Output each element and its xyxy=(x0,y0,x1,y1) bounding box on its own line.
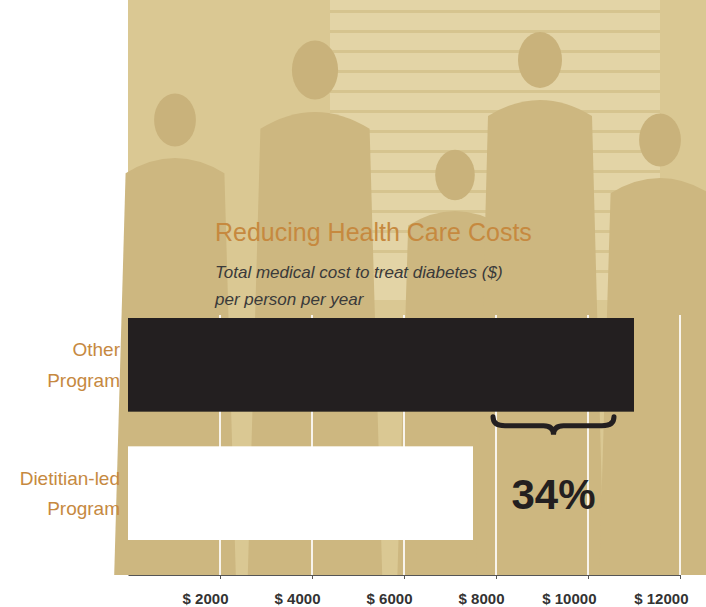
x-tick-label: $ 12000 xyxy=(634,590,688,607)
x-tick: $ 8000 xyxy=(459,575,505,607)
blind-slat xyxy=(330,70,660,73)
y-tick: Dietitian-ledProgram xyxy=(20,468,128,519)
x-tick-mark xyxy=(588,575,589,579)
x-tick-label: $ 6000 xyxy=(367,590,413,607)
chart: Reducing Health Care Costs Total medical … xyxy=(0,0,706,607)
x-tick-mark xyxy=(312,575,313,579)
y-axis: OtherProgram Dietitian-ledProgram xyxy=(20,339,128,519)
x-tick: $ 4000 xyxy=(275,575,321,607)
bar xyxy=(128,446,473,540)
x-tick: $ 6000 xyxy=(367,575,413,607)
x-tick: $ 2000 xyxy=(183,575,229,607)
silhouette-head xyxy=(639,113,681,166)
x-tick-label: $ 8000 xyxy=(459,590,505,607)
x-tick-label: $ 2000 xyxy=(183,590,229,607)
x-axis: $ 2000 $ 4000 $ 6000 $ 8000 $ 10000 $ 12000 xyxy=(129,575,689,607)
x-tick: $ 12000 xyxy=(634,575,688,607)
bar xyxy=(128,318,634,412)
blind-slat xyxy=(330,90,660,93)
title: Reducing Health Care Costs xyxy=(215,218,532,246)
x-tick-mark xyxy=(404,575,405,579)
x-tick: $ 10000 xyxy=(542,575,596,607)
x-tick-mark xyxy=(496,575,497,579)
silhouette-head xyxy=(518,32,562,88)
annotation: 34% xyxy=(511,471,595,518)
brace xyxy=(493,417,614,435)
blind-slat xyxy=(330,10,660,13)
category-label: Dietitian-ledProgram xyxy=(20,468,120,519)
x-tick-mark xyxy=(680,575,681,579)
x-tick-mark xyxy=(220,575,221,579)
x-tick-label: $ 10000 xyxy=(542,590,596,607)
silhouette-head xyxy=(292,41,338,100)
silhouette-head xyxy=(435,150,475,200)
category-label: OtherProgram xyxy=(47,339,121,390)
y-tick: OtherProgram xyxy=(47,339,128,390)
blind-slat xyxy=(330,50,660,53)
subtitle: Total medical cost to treat diabetes ($)… xyxy=(214,263,503,309)
blind-slat xyxy=(330,30,660,33)
silhouette-head xyxy=(154,93,196,146)
x-tick-label: $ 4000 xyxy=(275,590,321,607)
background xyxy=(114,0,706,575)
grid-line xyxy=(679,315,681,575)
bars xyxy=(128,318,634,540)
